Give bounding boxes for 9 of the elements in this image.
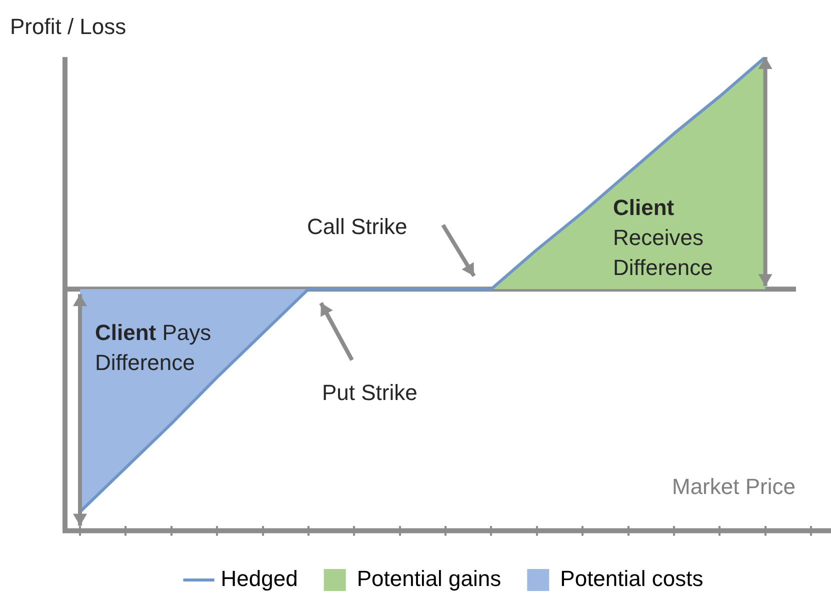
- legend-label: Potential costs: [560, 566, 704, 592]
- annotation: Client Pays Difference: [95, 319, 212, 377]
- y-axis-title: Profit / Loss: [10, 13, 126, 41]
- annotation: Put Strike: [322, 379, 418, 407]
- legend-label: Potential gains: [356, 566, 502, 592]
- annotation: Client Receives Difference: [613, 194, 713, 282]
- annotation: Call Strike: [307, 213, 408, 241]
- legend-label: Hedged: [220, 566, 298, 592]
- x-axis-title: Market Price: [672, 473, 796, 501]
